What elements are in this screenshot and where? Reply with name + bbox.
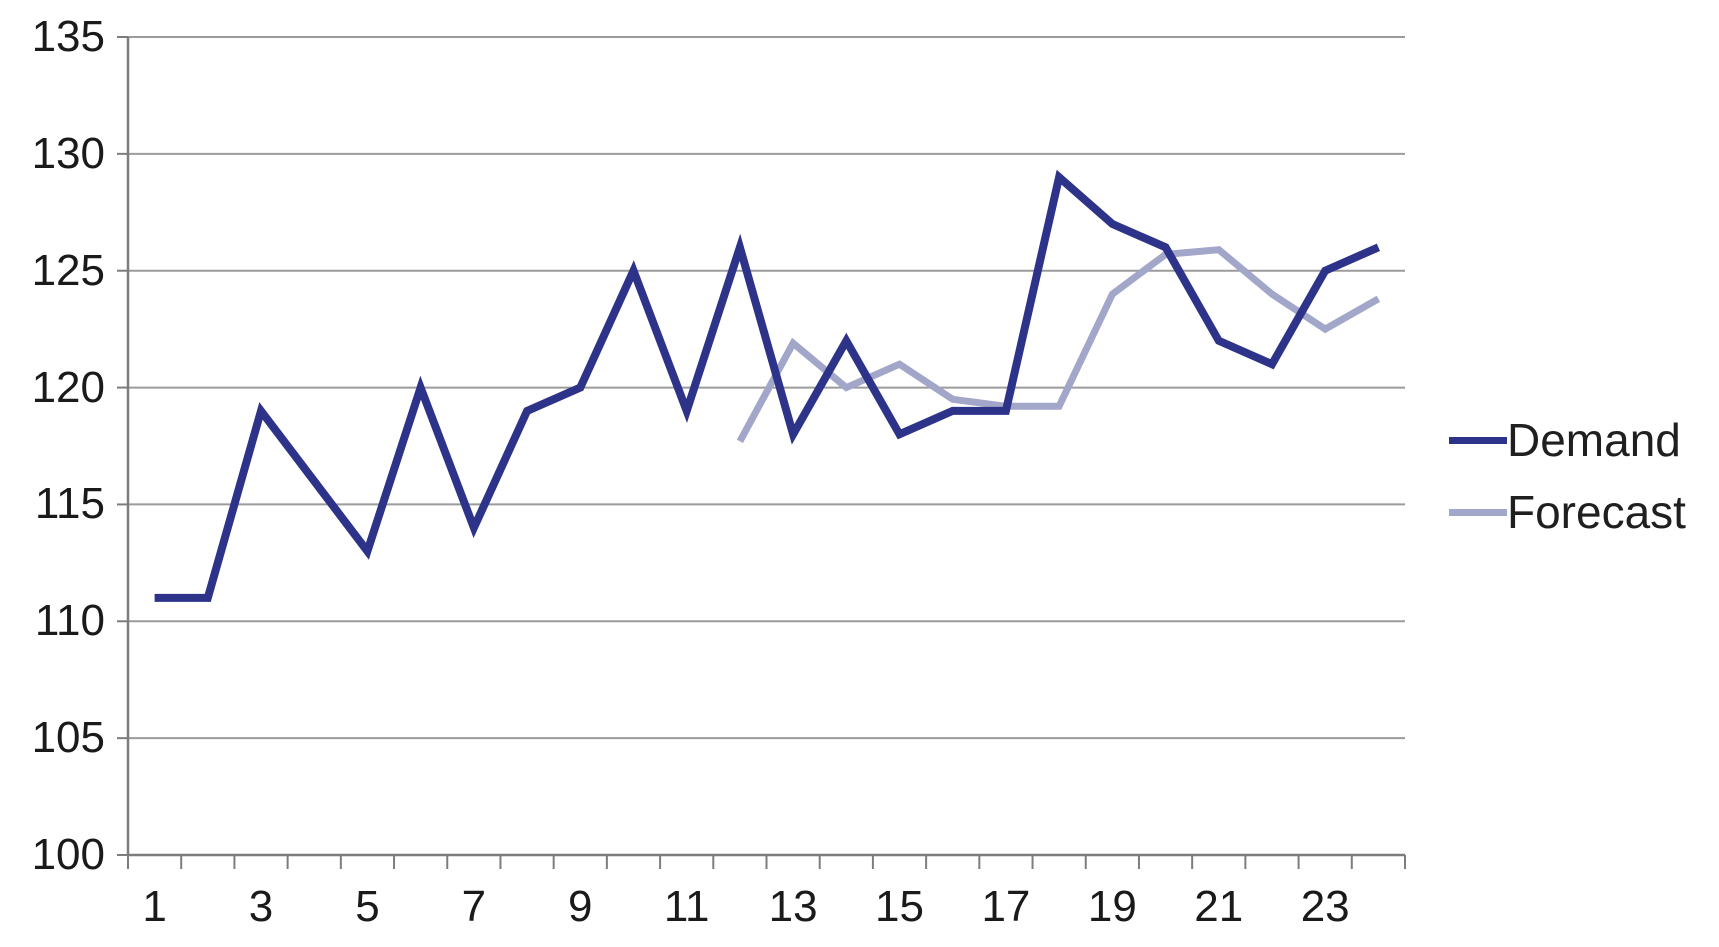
demand-line-swatch [1449, 436, 1507, 444]
x-tick-label-19: 19 [1087, 882, 1137, 931]
legend-item-demand: Demand [1449, 414, 1686, 467]
y-tick-label-105: 105 [31, 713, 105, 763]
x-tick-label-7: 7 [461, 882, 487, 931]
y-tick-label-135: 135 [31, 12, 105, 61]
demand-line-series [154, 169, 1381, 602]
x-tick-label-17: 17 [981, 882, 1031, 931]
y-tick-label-125: 125 [31, 245, 105, 295]
x-tick-label-5: 5 [355, 882, 380, 931]
legend-item-forecast: Forecast [1449, 486, 1686, 539]
x-tick-label-11: 11 [663, 882, 710, 931]
y-tick-label-110: 110 [34, 596, 105, 646]
x-tick-label-21: 21 [1194, 882, 1244, 931]
y-tick-label-115: 115 [34, 479, 105, 529]
x-tick-label-23: 23 [1300, 882, 1350, 931]
legend-label-demand: Demand [1507, 414, 1681, 466]
y-tick-label-130: 130 [31, 128, 105, 178]
y-tick-label-120: 120 [31, 362, 105, 412]
y-tick-label-100: 100 [31, 830, 105, 879]
legend: Demand Forecast [1449, 414, 1686, 539]
x-tick-label-13: 13 [768, 882, 818, 931]
legend-label-forecast: Forecast [1507, 485, 1686, 538]
forecast-line-series [736, 246, 1381, 443]
x-tick-label-9: 9 [568, 882, 593, 931]
x-tick-label-3: 3 [248, 882, 274, 931]
x-tick-label-15: 15 [875, 882, 924, 931]
forecast-line-swatch [1449, 508, 1507, 516]
x-tick-label-1: 1 [142, 882, 167, 931]
